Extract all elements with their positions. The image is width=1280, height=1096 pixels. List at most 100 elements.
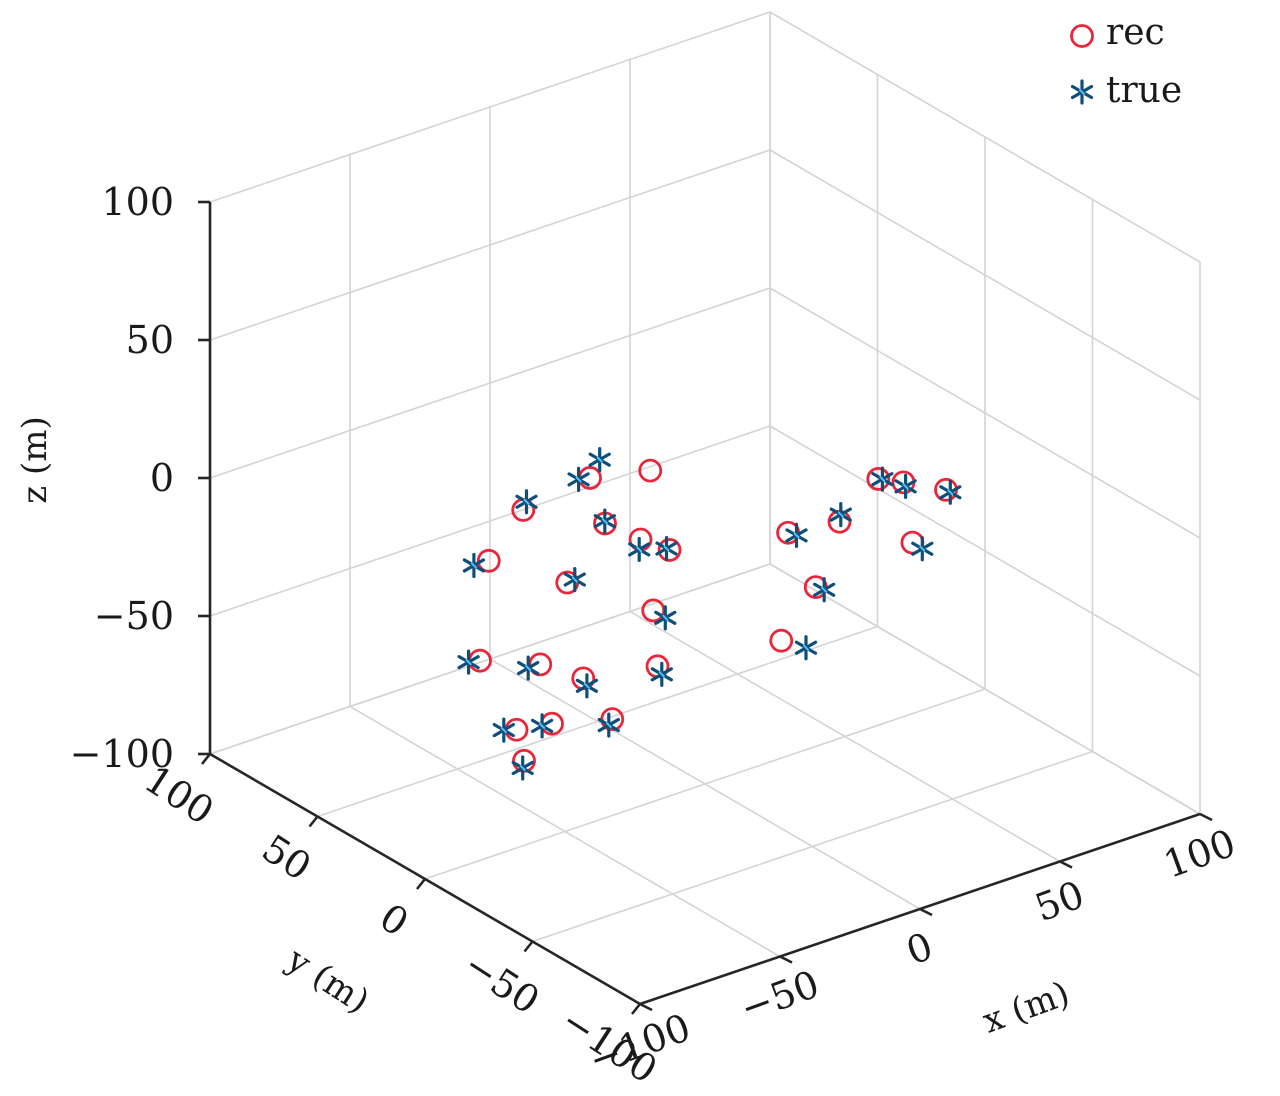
y-tick-label: 50 [254,826,319,889]
z-tick-label: −50 [94,594,174,638]
z-tick-label: 100 [101,180,174,224]
legend-marker-asterisk [1070,79,1094,105]
asterisk-highlight [1079,89,1085,95]
z-tick-label: 50 [126,318,174,362]
point-true [511,755,534,781]
point-rec [638,458,663,483]
point-true [829,501,852,528]
point-true [871,466,894,492]
legend-circle [1070,24,1094,48]
y-tick [308,815,319,828]
point-rec [866,467,891,491]
x-tick-label: 100 [1158,821,1241,887]
legend-item-true: true [1070,70,1182,111]
asterisk-highlight [470,562,477,569]
point-rec [657,538,682,562]
point-true [567,466,590,492]
grid-line [209,11,771,203]
asterisk-highlight [519,764,526,771]
legend-marker-circle [1070,24,1094,48]
asterisk-highlight [879,476,886,483]
asterisk-highlight [523,498,530,505]
point-true [628,536,651,563]
legend: rec true [1070,12,1182,111]
asterisk-highlight [571,576,578,583]
data-points [457,447,962,781]
point-true [588,447,611,473]
legend-item-rec: rec [1070,12,1165,53]
y-tick [200,753,212,765]
asterisk-highlight [605,722,612,729]
grid-line [317,625,878,818]
legend-label-true: true [1106,70,1182,111]
point-true [492,717,515,743]
x-tick-label: 0 [901,924,939,974]
point-true [654,605,677,631]
asterisk-highlight [539,722,546,729]
y-tick-label: 0 [372,895,416,945]
grid-line [769,425,1201,677]
asterisk-highlight [803,644,809,651]
point-true [517,655,540,681]
y-tick [415,878,427,890]
point-rec [769,628,794,653]
point-rec [504,717,529,742]
asterisk-highlight [793,532,800,539]
grid-line [209,425,771,617]
point-true [593,508,616,534]
x-tick [639,1002,653,1012]
point-true [911,536,934,562]
z-axis-label: z (m) [15,416,55,504]
x-tick [1199,812,1213,822]
z-tick-label: −100 [70,732,174,776]
legend-asterisk [1070,79,1094,105]
x-tick [919,907,933,917]
grid-line [532,750,1093,943]
asterisk-highlight [636,546,643,553]
y-axis-label: y (m) [279,939,376,1021]
grid-line [209,149,771,341]
asterisk-highlight [837,511,844,518]
point-true [597,712,620,738]
y-tick [630,1003,642,1015]
z-tick-label: 0 [150,456,174,500]
point-true [894,473,917,499]
asterisk-highlight [662,614,669,621]
x-tick-label: 50 [1029,872,1089,930]
point-rec [476,548,501,573]
point-true [813,577,836,603]
grid-lines [209,11,1201,1005]
grid-line [769,11,1201,263]
asterisk-highlight [821,586,828,593]
asterisk-highlight [919,545,926,552]
point-true [462,552,486,579]
grid-line [424,688,986,880]
asterisk-highlight [500,727,507,734]
asterisk-highlight [596,456,603,463]
grid-line [209,287,771,479]
point-true [650,661,673,687]
x-tick [779,955,793,964]
asterisk-highlight [601,518,608,525]
point-rec [571,666,596,691]
legend-label-rec: rec [1106,12,1165,53]
asterisk-highlight [658,671,665,678]
asterisk-highlight [663,545,670,552]
asterisk-highlight [583,682,590,689]
point-true [515,489,538,515]
grid-line [769,287,1201,539]
asterisk-highlight [902,483,909,490]
point-true [530,713,554,739]
point-true [575,673,599,699]
grid-line [769,149,1201,401]
grid-line [769,563,1201,815]
asterisk-highlight [465,659,472,666]
point-true [939,479,962,505]
asterisk-highlight [947,489,954,496]
x-tick-label: −50 [734,962,824,1031]
point-true [785,522,808,548]
asterisk-highlight [525,665,532,672]
point-true [457,649,480,675]
